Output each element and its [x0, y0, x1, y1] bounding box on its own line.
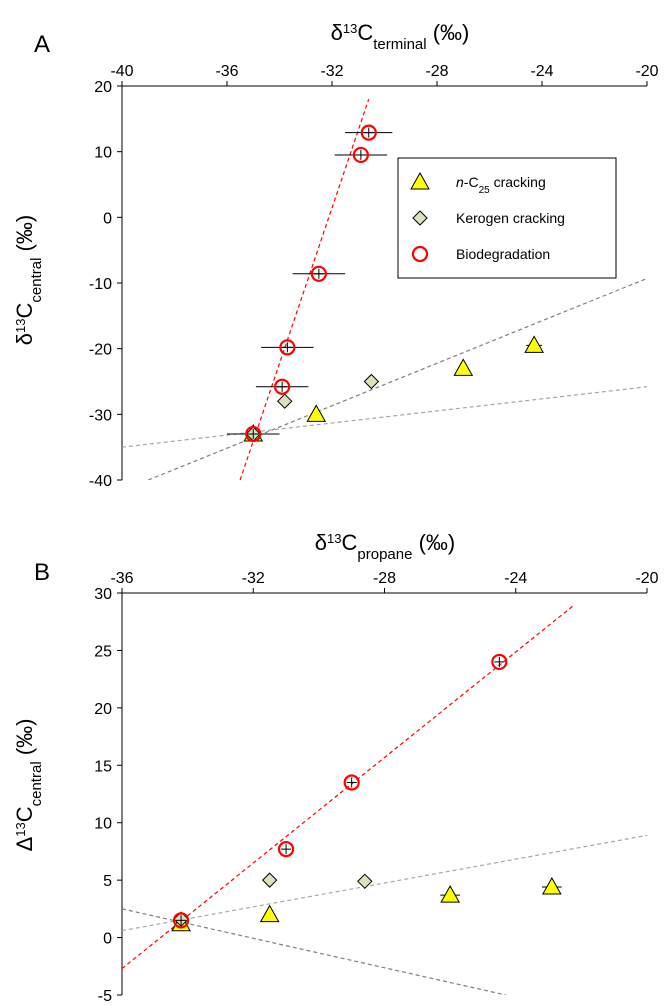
panel-A: -40 -36 -32 -28 -24 -20 20 10 0 -10 -20 -30 -40 δ13Ct…	[12, 20, 659, 490]
data-point	[491, 653, 508, 671]
y-tick-label: 15	[94, 758, 112, 775]
y-axis-title: δ13Ccentral (‰)	[12, 215, 45, 345]
x-tick-label: -36	[215, 63, 238, 80]
x-tick-label: -28	[425, 63, 448, 80]
data-point	[357, 873, 373, 889]
trendline	[122, 834, 647, 932]
data-point	[524, 335, 544, 353]
y-tick-label: 25	[94, 643, 112, 660]
x-tick-label: -24	[530, 63, 553, 80]
y-tick-label: 0	[103, 210, 112, 227]
data-point	[259, 904, 280, 923]
data-point	[277, 393, 293, 409]
y-tick-label: -10	[89, 276, 112, 293]
legend-marker	[411, 245, 429, 263]
trendline	[239, 98, 370, 480]
trendline	[122, 386, 647, 448]
data-point	[453, 358, 474, 376]
y-tick-label: -30	[89, 407, 112, 424]
x-axis-title: δ13Cterminal (‰)	[331, 20, 470, 53]
panel-label: A	[34, 31, 50, 58]
data-point	[306, 404, 327, 422]
y-tick-label: 10	[94, 816, 112, 833]
x-tick-label: -40	[110, 63, 133, 80]
x-axis-title: δ13Cpropane (‰)	[315, 530, 455, 563]
data-point	[360, 124, 377, 141]
legend-label: n-C25 cracking	[456, 174, 546, 196]
data-point	[172, 912, 190, 929]
data-point	[440, 885, 460, 903]
x-tick-label: -20	[635, 63, 658, 80]
x-tick-label: -24	[504, 570, 527, 587]
trendlines	[122, 98, 647, 480]
y-axis-title: Δ13Ccentral (‰)	[12, 719, 45, 852]
data-point	[274, 378, 291, 395]
x-tick-label: -20	[635, 570, 658, 587]
data-point	[277, 841, 295, 858]
data-point	[245, 425, 262, 443]
legend-marker	[410, 171, 430, 190]
data-point	[352, 146, 369, 164]
legend-box	[397, 157, 617, 279]
x-tick-label: -32	[242, 570, 265, 587]
y-tick-label: 0	[103, 931, 112, 948]
panel-label: B	[34, 559, 50, 586]
x-tick-label: -32	[320, 63, 343, 80]
y-tick-label: -40	[89, 473, 112, 490]
y-tick-label: 20	[94, 701, 112, 718]
data-point	[279, 339, 296, 356]
data-point	[261, 872, 278, 888]
data-point	[541, 877, 562, 895]
y-tick-label: -20	[89, 342, 112, 359]
x-tick-label: -28	[373, 570, 396, 587]
panel-B: -36 -32 -28 -24 -20 30 25 20 15 10 5 0 -5 δ13Cpropane…	[12, 530, 659, 1005]
x-tick-label: -36	[110, 570, 133, 587]
y-tick-label: 5	[103, 873, 112, 890]
legend: n-C25 cracking Kerogen cracking Biodegrada…	[397, 157, 617, 279]
y-tick-label: 10	[94, 145, 112, 162]
series-circle	[227, 124, 393, 443]
trendlines	[122, 604, 647, 995]
legend-label: Kerogen cracking	[456, 210, 565, 226]
y-tick-label: 30	[94, 586, 112, 603]
data-point	[310, 265, 327, 282]
legend-label: Biodegradation	[456, 246, 550, 262]
data-point	[343, 774, 360, 791]
series-circle	[172, 653, 508, 929]
legend-marker	[412, 210, 428, 226]
y-tick-label: -5	[98, 988, 112, 1005]
series-diamond	[245, 373, 380, 442]
data-point	[363, 373, 380, 390]
y-tick-label: 20	[94, 79, 112, 96]
trendline	[148, 277, 647, 480]
